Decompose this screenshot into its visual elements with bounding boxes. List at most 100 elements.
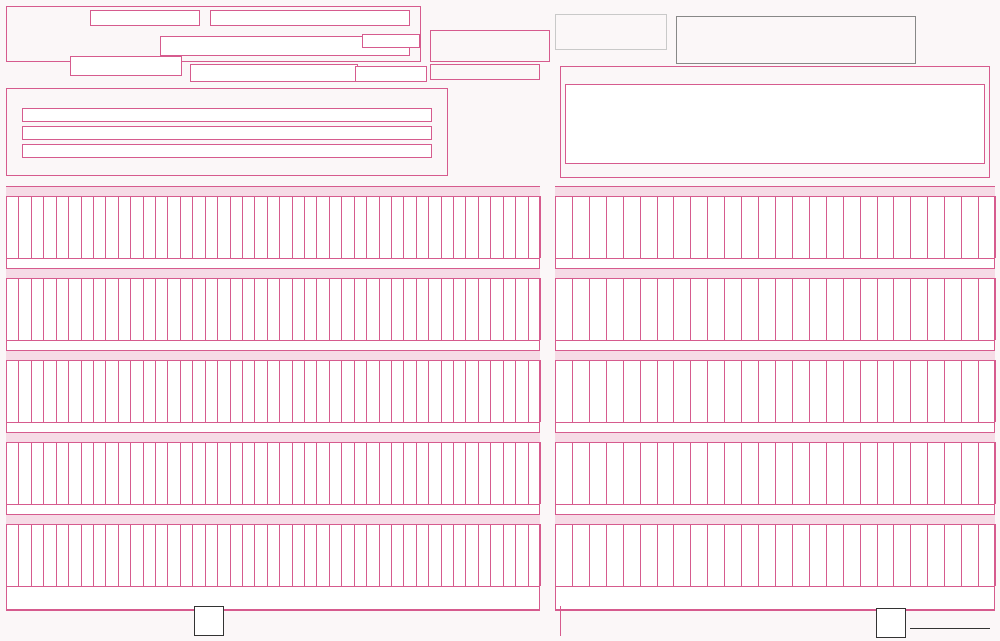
grid-vline: [204, 442, 206, 504]
grid-vline: [217, 196, 219, 258]
grid-vline: [707, 278, 709, 340]
grid-vline: [540, 360, 541, 422]
grid-vline: [55, 196, 57, 258]
grid-vline: [18, 524, 20, 586]
grid-vline: [366, 442, 368, 504]
grid-vline: [571, 278, 573, 340]
code-boxes[interactable]: [190, 64, 358, 82]
grid-vline: [167, 360, 169, 422]
grid-vline: [527, 524, 529, 586]
grid-vline: [353, 360, 355, 422]
grid-vline: [378, 524, 380, 586]
grid-vline: [142, 278, 144, 340]
grid-vline: [859, 442, 861, 504]
grid-vline: [477, 278, 479, 340]
answer-box[interactable]: [362, 34, 420, 48]
grid-vline: [555, 360, 556, 422]
member-name-field[interactable]: [210, 10, 410, 26]
grid-vline: [366, 196, 368, 258]
grid-vline: [353, 524, 355, 586]
grid-vline: [30, 442, 32, 504]
grid-vline: [622, 360, 624, 422]
grid-vline: [944, 196, 946, 258]
grid-vline: [673, 442, 675, 504]
grid-vline: [515, 360, 517, 422]
promo-box: [676, 16, 916, 64]
grid-vline: [43, 196, 45, 258]
grid-hline: [555, 340, 995, 341]
grid-vline: [465, 196, 467, 258]
band-5-header: [6, 514, 540, 524]
grid-vline: [465, 360, 467, 422]
grid-vline: [555, 442, 556, 504]
grid-vline: [758, 442, 760, 504]
grid-vline: [390, 442, 392, 504]
grid-vline: [18, 278, 20, 340]
grid-vline: [758, 524, 760, 586]
grid-vline: [6, 442, 7, 504]
grid-vline: [775, 442, 776, 504]
grid-vline: [378, 196, 380, 258]
grid-vline: [673, 278, 675, 340]
qr-code-left: [194, 606, 224, 636]
grid-vline: [910, 196, 912, 258]
grid-vline: [944, 278, 946, 340]
grid-vline: [775, 196, 776, 258]
grid-vline: [961, 196, 963, 258]
grid-vline: [241, 360, 243, 422]
grid-vline: [328, 442, 330, 504]
grid-vline: [588, 278, 590, 340]
grid-vline: [791, 442, 793, 504]
grid-vline: [571, 442, 573, 504]
grid-vline: [440, 360, 442, 422]
grid-vline: [724, 360, 726, 422]
grid-vline: [304, 360, 306, 422]
grid-vline: [328, 360, 330, 422]
grid-vline: [842, 524, 844, 586]
grid-vline: [279, 196, 281, 258]
grid-vline: [758, 196, 760, 258]
grid-vline: [440, 278, 442, 340]
grid-vline: [775, 360, 776, 422]
grid-vline: [229, 442, 231, 504]
grid-vline: [167, 442, 169, 504]
grid-vline: [741, 196, 743, 258]
grid-vline: [690, 360, 692, 422]
product-extra-row[interactable]: [22, 144, 432, 158]
grid-vline: [724, 524, 726, 586]
grid-vline: [859, 278, 861, 340]
grid-hline: [555, 514, 995, 515]
grid-vline: [571, 360, 573, 422]
grid-vline: [167, 196, 169, 258]
grid-hline: [555, 268, 995, 269]
amount-box[interactable]: [355, 66, 427, 82]
grid-hline: [555, 350, 995, 351]
grid-vline: [366, 524, 368, 586]
grid-vline: [130, 524, 132, 586]
grid-hline: [6, 186, 540, 187]
grid-vline: [910, 442, 912, 504]
band-3-header: [6, 350, 540, 360]
product-codes-row[interactable]: [22, 108, 432, 122]
grid-vline: [791, 360, 793, 422]
grid-vline: [622, 524, 624, 586]
grid-vline: [639, 524, 641, 586]
grid-vline: [859, 196, 861, 258]
grid-vline: [515, 196, 517, 258]
grid-vline: [341, 524, 343, 586]
grid-vline: [92, 360, 94, 422]
product-qty-row[interactable]: [22, 126, 432, 140]
grid-vline: [291, 524, 293, 586]
grid-vline: [588, 196, 590, 258]
grid-vline: [304, 278, 306, 340]
course-field[interactable]: [90, 10, 200, 26]
grid-vline: [927, 196, 929, 258]
grid-vline: [266, 196, 268, 258]
grid-vline: [403, 524, 405, 586]
grid-vline: [995, 196, 996, 258]
grid-vline: [266, 524, 268, 586]
grid-vline: [328, 278, 330, 340]
grid-vline: [179, 278, 181, 340]
grid-vline: [876, 524, 878, 586]
grid-vline: [656, 442, 658, 504]
